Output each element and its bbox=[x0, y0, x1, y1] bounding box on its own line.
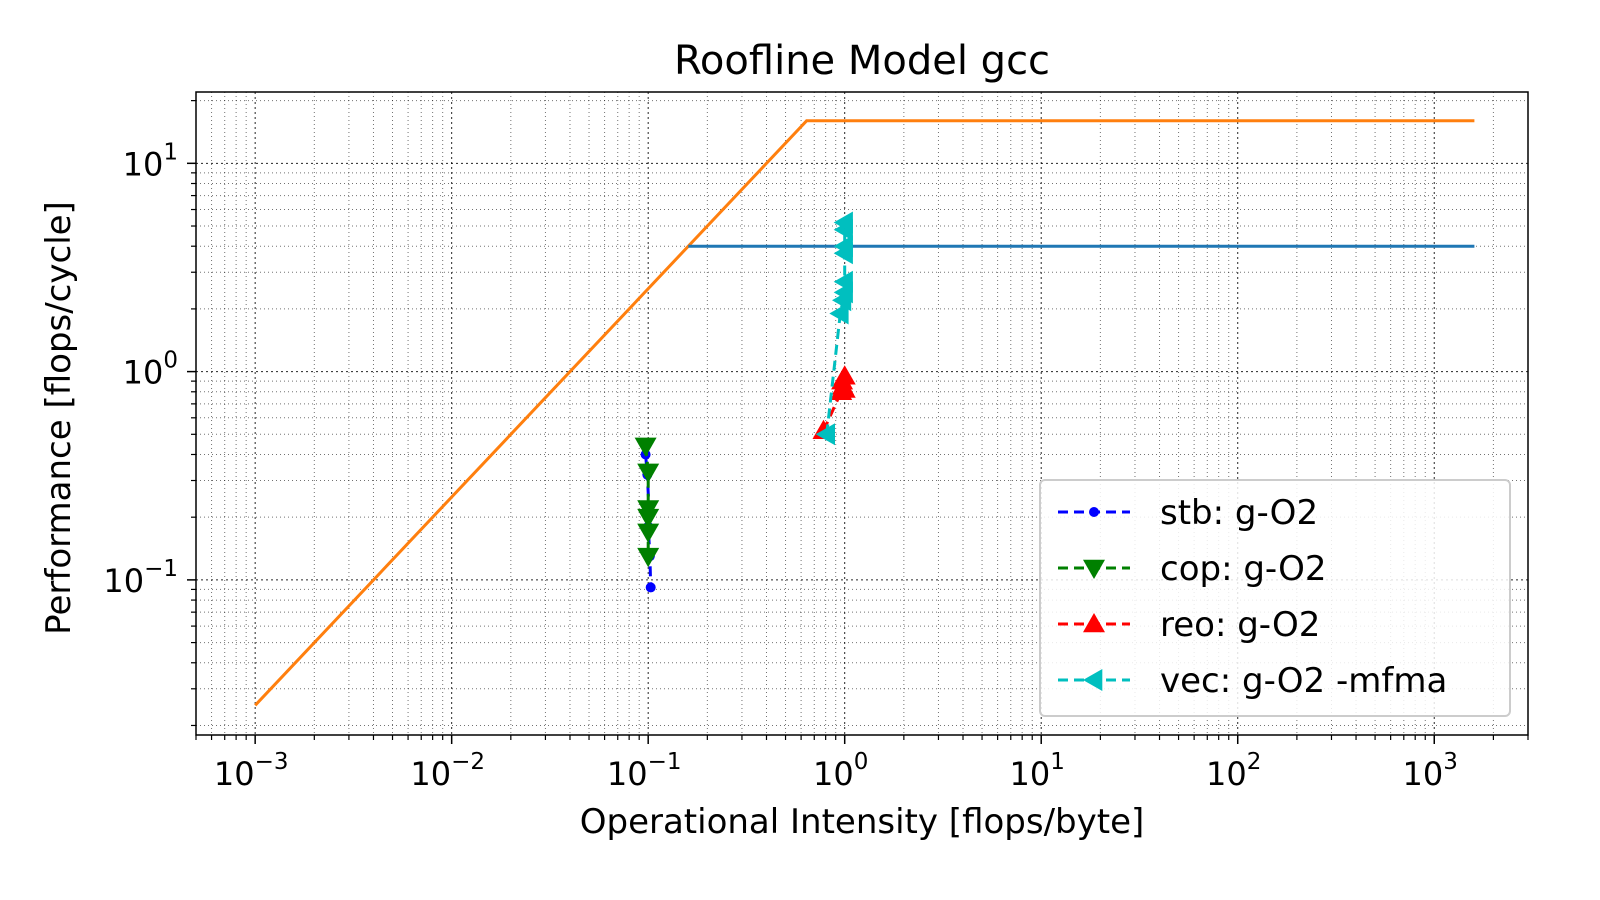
data-point bbox=[637, 463, 660, 483]
x-axis-label: Operational Intensity [flops/byte] bbox=[580, 802, 1145, 842]
data-point bbox=[637, 508, 660, 529]
legend-label: stb: g-O2 bbox=[1160, 493, 1318, 533]
y-axis-label: Performance [flops/cycle] bbox=[39, 201, 79, 635]
legend-label: cop: g-O2 bbox=[1160, 549, 1327, 589]
legend-box bbox=[1039, 479, 1511, 717]
legend-swatch-marker bbox=[1083, 559, 1105, 579]
data-point bbox=[833, 235, 853, 258]
series-group bbox=[815, 211, 853, 446]
legend-swatch-marker bbox=[1089, 507, 1099, 517]
roofline-line bbox=[254, 119, 1475, 707]
data-point bbox=[815, 423, 835, 446]
chart-title: Roofline Model gcc bbox=[674, 38, 1050, 84]
roofline-lines bbox=[254, 119, 1475, 707]
x-axis-ticks: 10−3 10−2 10−1 100 101 102 103 bbox=[195, 735, 1529, 793]
data-series bbox=[634, 211, 856, 593]
data-point bbox=[829, 302, 849, 325]
legend-label: reo: g-O2 bbox=[1160, 605, 1320, 645]
data-point bbox=[637, 523, 660, 543]
data-point bbox=[645, 582, 656, 593]
x-tick-label: 10−1 bbox=[607, 749, 682, 793]
series-group bbox=[634, 437, 660, 568]
plot-frame bbox=[195, 91, 1529, 736]
data-point bbox=[833, 270, 853, 293]
legend-label: vec: g-O2 -mfma bbox=[1160, 661, 1447, 701]
series-group bbox=[812, 365, 856, 439]
data-point bbox=[833, 211, 853, 234]
data-point bbox=[634, 437, 657, 457]
x-tick-label: 102 bbox=[1206, 749, 1261, 793]
legend-swatch-marker bbox=[1083, 613, 1105, 633]
x-tick-label: 103 bbox=[1403, 749, 1458, 793]
legend-swatch-marker bbox=[1083, 669, 1103, 691]
data-point bbox=[833, 378, 856, 398]
legend: stb: g-O2 cop: g-O2 reo: g-O2 vec: g-O2 -mf… bbox=[1039, 479, 1511, 717]
data-point bbox=[637, 547, 660, 568]
